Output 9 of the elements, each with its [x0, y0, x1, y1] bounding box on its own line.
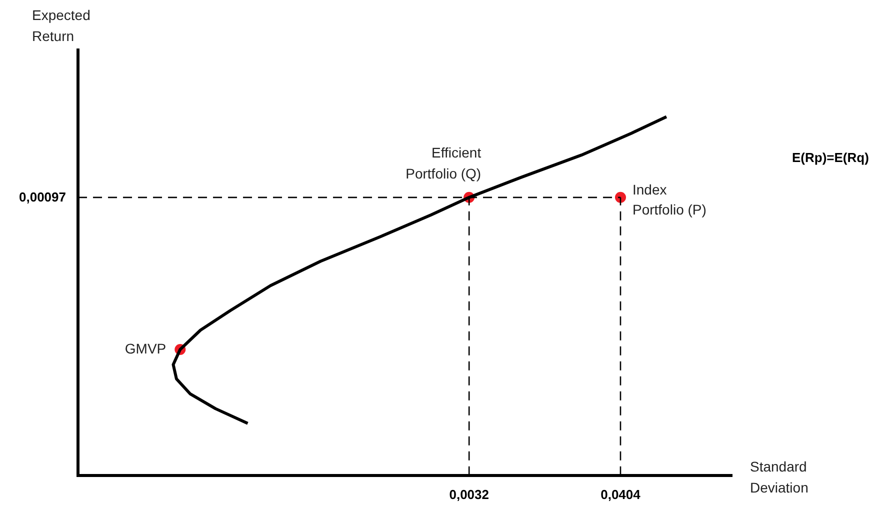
x-tick-label: 0,0404 [600, 486, 642, 502]
annotation: Index Portfolio (P) [632, 181, 706, 218]
x-axis-title: Standard Deviation [750, 458, 808, 496]
text: E(Rp)=E(Rq) [792, 150, 869, 165]
text: 0,00097 [19, 189, 66, 204]
annotation: GMVP [124, 340, 166, 356]
annotation: Efficient Portfolio (Q) [406, 144, 482, 182]
text: Expected Return [32, 7, 90, 44]
x-tick-label: 0,0032 [449, 486, 489, 502]
